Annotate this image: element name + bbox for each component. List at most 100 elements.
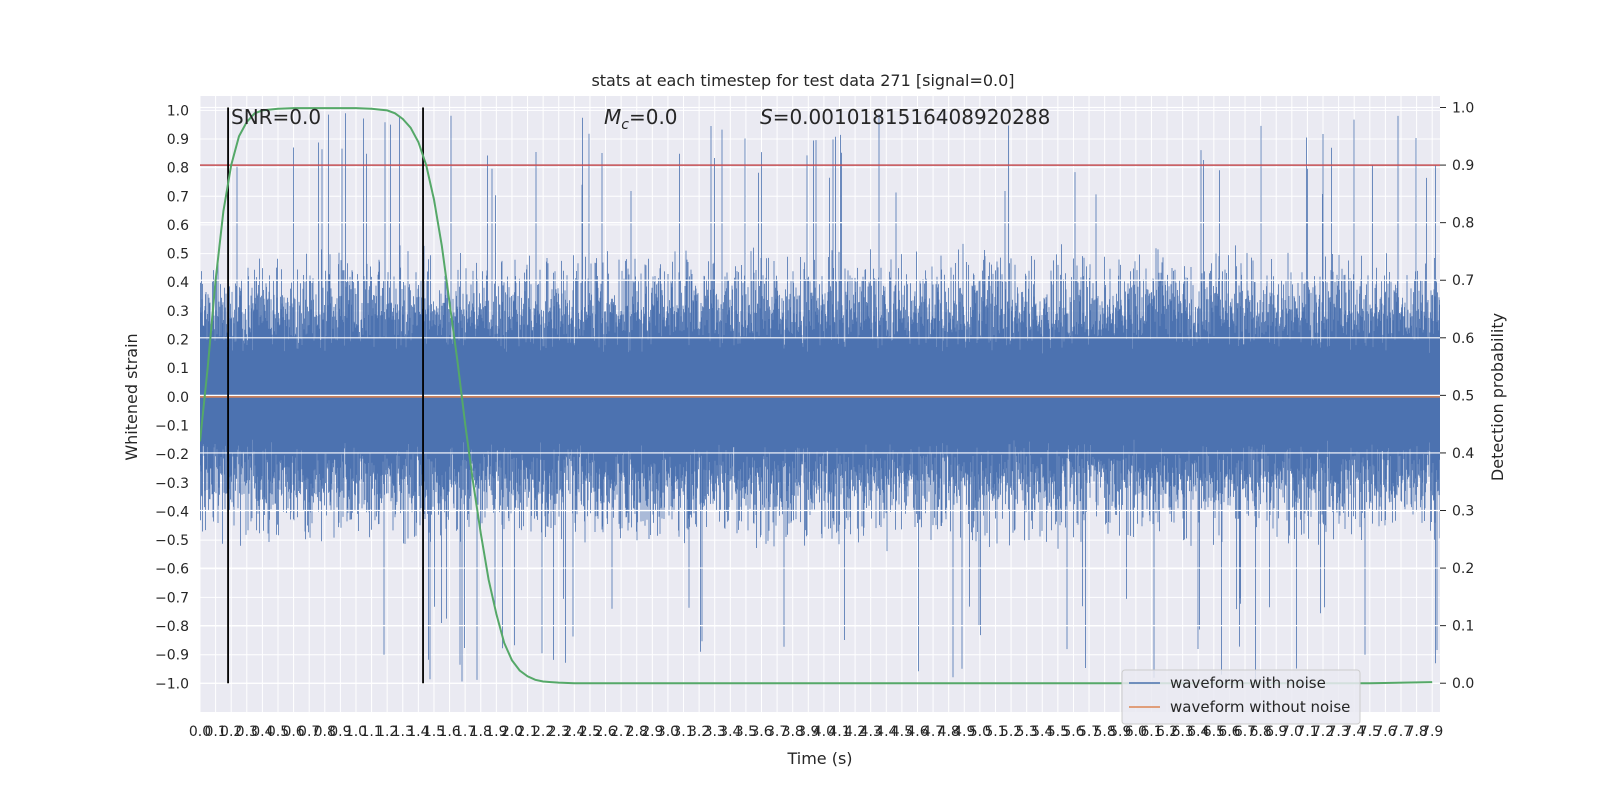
x-tick-labels: 0.00.10.20.30.40.50.60.70.80.91.01.11.21…	[189, 724, 1443, 740]
y-left-tick-label: −0.8	[155, 619, 189, 635]
x-tick-label: 0.3	[236, 724, 258, 740]
x-tick-label: 7.6	[1374, 724, 1396, 740]
x-tick-label: 6.4	[1187, 724, 1209, 740]
x-tick-label: 6.8	[1249, 724, 1271, 740]
x-tick-label: 7.7	[1390, 724, 1412, 740]
x-tick-label: 4.1	[828, 724, 850, 740]
x-tick-label: 6.1	[1140, 724, 1162, 740]
series-waveform-with-noise	[200, 113, 1440, 682]
x-tick-label: 6.2	[1156, 724, 1178, 740]
x-tick-label: 1.9	[485, 724, 507, 740]
x-tick-label: 5.1	[984, 724, 1006, 740]
y-right-tick-label: 0.6	[1452, 331, 1474, 347]
x-tick-label: 3.2	[688, 724, 710, 740]
x-tick-label: 3.8	[782, 724, 804, 740]
x-tick-label: 5.4	[1031, 724, 1053, 740]
x-tick-label: 2.8	[626, 724, 648, 740]
y-right-tick-label: 1.0	[1452, 101, 1474, 117]
noise-strokes	[200, 113, 1440, 682]
x-tick-label: 1.4	[407, 724, 429, 740]
y-left-tick-label: 0.3	[167, 304, 189, 320]
x-tick-label: 0.9	[329, 724, 351, 740]
x-axis-label: Time (s)	[786, 749, 852, 768]
x-tick-label: 7.0	[1281, 724, 1303, 740]
s-symbol: S	[760, 105, 773, 129]
x-tick-label: 3.7	[766, 724, 788, 740]
y-right-tick-label: 0.7	[1452, 273, 1474, 289]
x-tick-label: 1.0	[345, 724, 367, 740]
y-left-tick-label: −0.3	[155, 476, 189, 492]
legend-label-noise: waveform with noise	[1170, 674, 1326, 692]
x-tick-label: 0.6	[282, 724, 304, 740]
y-right-tick-label: 0.3	[1452, 504, 1474, 520]
series-detection-probability	[200, 107, 1433, 685]
x-tick-label: 2.7	[610, 724, 632, 740]
s-value: =0.0010181516408920288	[773, 105, 1051, 129]
y-left-tick-label: 0.6	[167, 218, 189, 234]
y-left-tick-label: 0.7	[167, 189, 189, 205]
x-tick-label: 0.4	[251, 724, 273, 740]
x-tick-label: 2.6	[594, 724, 616, 740]
y-left-tick-label: −0.7	[155, 590, 189, 606]
y-left-tick-label: 0.5	[167, 247, 189, 263]
x-tick-label: 2.1	[516, 724, 538, 740]
y-axis-label-right: Detection probability	[1488, 313, 1507, 481]
x-tick-label: 1.7	[454, 724, 476, 740]
x-tick-label: 4.2	[844, 724, 866, 740]
x-tick-label: 4.5	[891, 724, 913, 740]
x-tick-label: 6.6	[1218, 724, 1240, 740]
y-right-tick-label: 0.8	[1452, 216, 1474, 232]
x-tick-label: 3.9	[797, 724, 819, 740]
legend-box	[1121, 669, 1361, 725]
snr-annotation: SNR=0.0	[231, 105, 321, 129]
x-tick-label: 2.5	[579, 724, 601, 740]
mc-symbol: M	[604, 105, 621, 129]
x-tick-label: 6.0	[1125, 724, 1147, 740]
x-tick-label: 4.3	[860, 724, 882, 740]
x-tick-label: 1.1	[360, 724, 382, 740]
x-tick-label: 4.9	[953, 724, 975, 740]
x-tick-label: 0.7	[298, 724, 320, 740]
x-tick-label: 3.3	[704, 724, 726, 740]
y-right-tick-label: 0.4	[1452, 446, 1474, 462]
mc-value: =0.0	[629, 105, 678, 129]
x-tick-label: 5.6	[1062, 724, 1084, 740]
x-tick-label: 4.8	[938, 724, 960, 740]
x-tick-label: 7.9	[1421, 724, 1443, 740]
x-tick-label: 1.5	[423, 724, 445, 740]
mc-subscript: c	[621, 117, 629, 133]
x-tick-label: 6.5	[1203, 724, 1225, 740]
x-tick-label: 3.6	[750, 724, 772, 740]
x-tick-label: 1.6	[438, 724, 460, 740]
y-right-tick-label: 0.9	[1452, 158, 1474, 174]
vertical-markers	[227, 107, 424, 684]
x-tick-label: 3.0	[657, 724, 679, 740]
y-right-tick-labels: 1.0 0.9 0.8 0.7 0.6 0.5 0.4 0.3 0.2 0.1 0.0	[1440, 101, 1474, 692]
x-tick-label: 2.9	[641, 724, 663, 740]
x-tick-label: 0.2	[220, 724, 242, 740]
legend: waveform with noise waveform without noi…	[1121, 669, 1361, 725]
y-left-tick-label: 0.9	[167, 132, 189, 148]
x-tick-label: 4.6	[906, 724, 928, 740]
y-axis-label-left: Whitened strain	[122, 333, 141, 460]
x-tick-label: 4.4	[875, 724, 897, 740]
y-right-tick-label: 0.5	[1452, 388, 1474, 404]
x-tick-label: 7.4	[1343, 724, 1365, 740]
s-annotation: S=0.0010181516408920288	[760, 105, 1050, 129]
x-tick-label: 3.5	[735, 724, 757, 740]
x-tick-label: 5.7	[1078, 724, 1100, 740]
x-tick-label: 5.0	[969, 724, 991, 740]
x-tick-label: 5.8	[1094, 724, 1116, 740]
x-tick-label: 3.1	[672, 724, 694, 740]
y-right-tick-label: 0.0	[1452, 676, 1474, 692]
x-tick-label: 3.4	[719, 724, 741, 740]
x-tick-label: 1.2	[376, 724, 398, 740]
x-tick-label: 7.8	[1405, 724, 1427, 740]
x-tick-label: 0.1	[204, 724, 226, 740]
x-tick-label: 6.9	[1265, 724, 1287, 740]
x-tick-label: 7.5	[1359, 724, 1381, 740]
y-left-tick-label: −0.4	[155, 504, 189, 520]
x-tick-label: 6.3	[1172, 724, 1194, 740]
